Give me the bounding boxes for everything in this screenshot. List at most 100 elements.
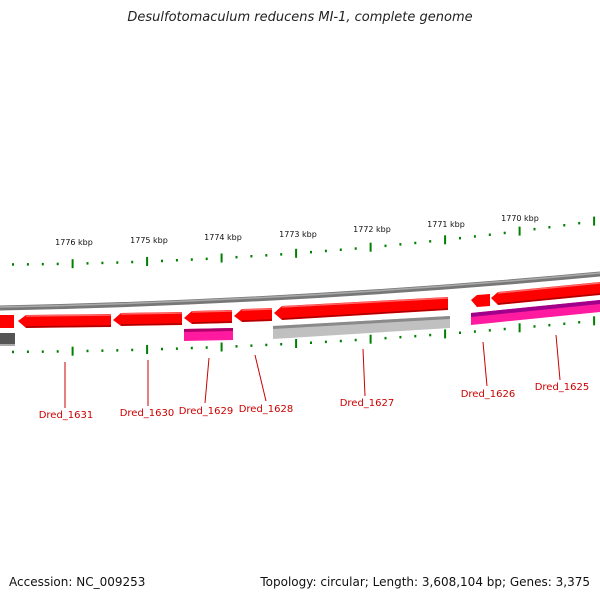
major-tick xyxy=(71,259,74,269)
minor-tick xyxy=(414,334,417,338)
gene-label-dred-1626[interactable]: Dred_1626 xyxy=(461,389,516,400)
minor-tick xyxy=(280,253,283,256)
gene-highlight xyxy=(25,282,600,317)
gene-arrow-dred-1628[interactable] xyxy=(234,308,272,322)
minor-tick xyxy=(190,346,193,350)
minor-tick xyxy=(116,261,119,264)
minor-tick xyxy=(533,325,536,328)
minor-tick xyxy=(354,338,357,342)
gene-label-dred-1630[interactable]: Dred_1630 xyxy=(120,408,175,419)
minor-tick xyxy=(578,321,581,324)
minor-tick xyxy=(503,231,506,235)
minor-tick xyxy=(26,263,29,266)
minor-tick xyxy=(205,346,208,349)
gene-label-dred-1628[interactable]: Dred_1628 xyxy=(239,404,294,415)
minor-tick xyxy=(116,349,119,352)
minor-tick xyxy=(548,226,551,229)
gene-label-dred-1627[interactable]: Dred_1627 xyxy=(340,398,395,409)
minor-tick xyxy=(310,341,312,344)
minor-tick xyxy=(235,255,238,259)
accession-text: Accession: NC_009253 xyxy=(9,575,146,589)
inner-kbp-ticks xyxy=(12,316,596,356)
label-leaders xyxy=(64,334,561,408)
minor-tick xyxy=(235,345,238,348)
gene-arrow[interactable] xyxy=(0,315,14,328)
kbp-label: 1770 kbp xyxy=(501,214,539,223)
minor-tick xyxy=(563,224,566,227)
topology-text: Topology: circular; Length: 3,608,104 bp… xyxy=(260,575,590,589)
major-tick xyxy=(71,346,74,356)
leader-line xyxy=(482,341,488,387)
genome-title: Desulfotomaculum reducens MI-1, complete… xyxy=(127,10,473,25)
minor-tick xyxy=(310,250,312,254)
gene-arrow-dred-1627[interactable] xyxy=(274,297,448,320)
major-tick xyxy=(518,323,521,333)
minor-tick xyxy=(324,249,327,253)
kbp-label: 1776 kbp xyxy=(55,238,93,247)
minor-tick xyxy=(86,349,89,353)
leader-line xyxy=(362,348,366,397)
minor-tick xyxy=(131,348,134,352)
minor-tick xyxy=(280,343,283,346)
major-tick xyxy=(444,235,447,245)
feature-bars xyxy=(0,300,600,346)
minor-tick xyxy=(473,330,476,333)
minor-tick xyxy=(190,258,193,261)
minor-tick xyxy=(459,236,461,240)
minor-tick xyxy=(578,221,581,225)
major-tick xyxy=(593,216,596,226)
gene-arrow-dred-1629[interactable] xyxy=(184,310,232,324)
minor-tick xyxy=(250,344,253,347)
minor-tick xyxy=(399,243,402,246)
forward-genes xyxy=(0,282,600,328)
feature-bar-lightgray-edge xyxy=(273,316,450,329)
feature-bar-gray-edge xyxy=(0,344,15,346)
gene-label-dred-1631[interactable]: Dred_1631 xyxy=(39,410,94,421)
minor-tick xyxy=(533,227,536,231)
minor-tick xyxy=(175,347,178,350)
minor-tick xyxy=(548,323,551,327)
feature-bar-magenta-edge xyxy=(471,300,600,317)
major-tick xyxy=(518,226,521,236)
minor-tick xyxy=(12,350,14,354)
minor-tick xyxy=(563,322,566,325)
major-tick xyxy=(146,345,149,354)
major-tick xyxy=(295,339,298,348)
minor-tick xyxy=(175,259,178,262)
minor-tick xyxy=(429,333,432,337)
major-tick xyxy=(295,248,298,258)
gene-arrow-dred-1625[interactable] xyxy=(491,282,600,305)
kbp-label: 1772 kbp xyxy=(353,225,391,234)
gene-shadow xyxy=(25,293,600,328)
kbp-label: 1775 kbp xyxy=(130,236,168,245)
minor-tick xyxy=(41,262,44,266)
outer-kbp-ticks xyxy=(12,216,596,269)
minor-tick xyxy=(324,340,327,344)
major-tick xyxy=(593,316,596,326)
minor-tick xyxy=(473,235,476,238)
gene-labels: Dred_1631 Dred_1630 Dred_1629 Dred_1628 … xyxy=(39,382,590,421)
minor-tick xyxy=(339,248,342,251)
minor-tick xyxy=(26,350,29,353)
kbp-label: 1771 kbp xyxy=(427,220,465,229)
minor-tick xyxy=(399,335,402,339)
minor-tick xyxy=(339,339,342,343)
minor-tick xyxy=(459,331,461,334)
minor-tick xyxy=(250,255,253,258)
gene-label-dred-1625[interactable]: Dred_1625 xyxy=(535,382,590,393)
minor-tick xyxy=(503,327,506,331)
minor-tick xyxy=(56,350,59,353)
minor-tick xyxy=(205,257,208,261)
minor-tick xyxy=(12,263,14,266)
gene-label-dred-1629[interactable]: Dred_1629 xyxy=(179,406,234,417)
gene-arrow-dred-1630[interactable] xyxy=(113,312,182,326)
major-tick xyxy=(146,257,149,266)
feature-bar-magenta-edge xyxy=(184,328,233,332)
feature-bar-lightgray xyxy=(273,316,450,339)
major-tick xyxy=(220,253,223,263)
kbp-labels: 1776 kbp 1775 kbp 1774 kbp 1773 kbp 1772… xyxy=(55,214,539,247)
gene-arrow-dred-1631[interactable] xyxy=(18,314,111,328)
gene-arrow-dred-1626[interactable] xyxy=(471,294,490,307)
feature-bar-gray xyxy=(0,333,15,345)
